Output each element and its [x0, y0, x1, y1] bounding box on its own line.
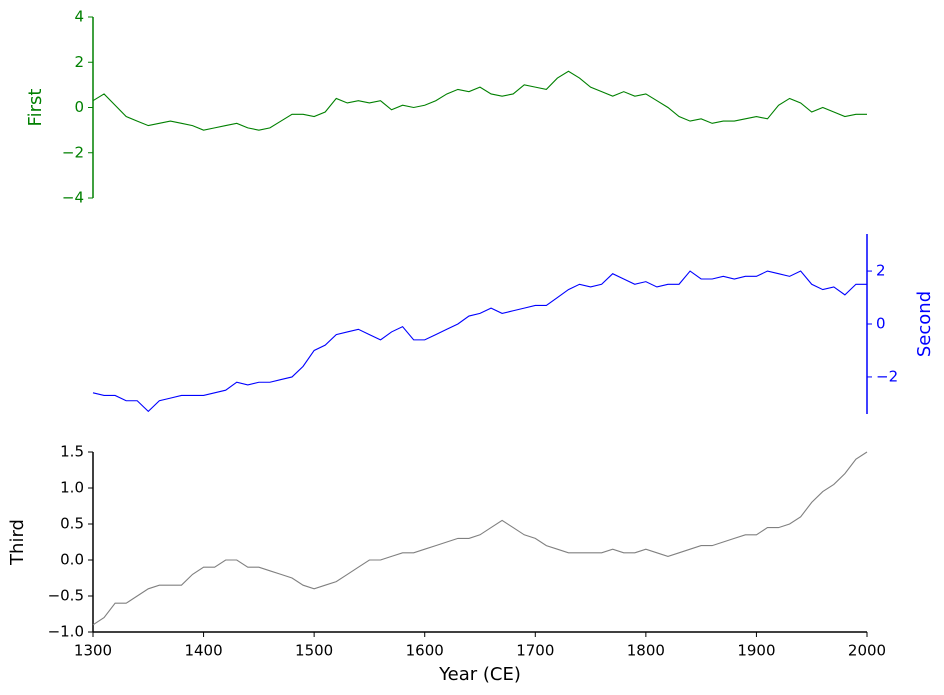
y-axis-label: Third: [7, 519, 28, 566]
y-tick-label: 0: [876, 315, 886, 333]
x-tick-label: 1500: [295, 642, 333, 660]
y-tick-label: 2: [876, 262, 886, 280]
data-line: [92, 70, 867, 131]
y-tick-label: −2: [62, 143, 84, 161]
y-tick-label: −0.5: [48, 587, 84, 605]
x-tick-label: 1600: [406, 642, 444, 660]
x-tick-label: 1300: [74, 642, 112, 660]
y-tick-label: −2: [876, 367, 898, 385]
y-tick-label: −4: [62, 189, 84, 207]
y-axis-label: First: [25, 89, 46, 127]
y-tick-label: 1.5: [60, 443, 84, 461]
x-tick-label: 2000: [848, 642, 886, 660]
x-axis-label: Year (CE): [438, 664, 521, 685]
y-tick-label: −1.0: [48, 623, 84, 641]
y-tick-label: 1.0: [60, 479, 84, 497]
y-tick-label: 0: [74, 98, 84, 116]
data-line: [92, 451, 868, 626]
y-tick-label: 2: [74, 53, 84, 71]
x-tick-label: 1400: [184, 642, 222, 660]
y-axis-label: Second: [914, 291, 935, 357]
y-tick-label: 4: [74, 8, 84, 26]
y-tick-label: 0.5: [60, 515, 84, 533]
x-tick-label: 1700: [516, 642, 554, 660]
x-tick-label: 1900: [737, 642, 775, 660]
y-tick-label: 0.0: [60, 551, 84, 569]
x-tick-label: 1800: [627, 642, 665, 660]
data-line: [92, 270, 867, 413]
